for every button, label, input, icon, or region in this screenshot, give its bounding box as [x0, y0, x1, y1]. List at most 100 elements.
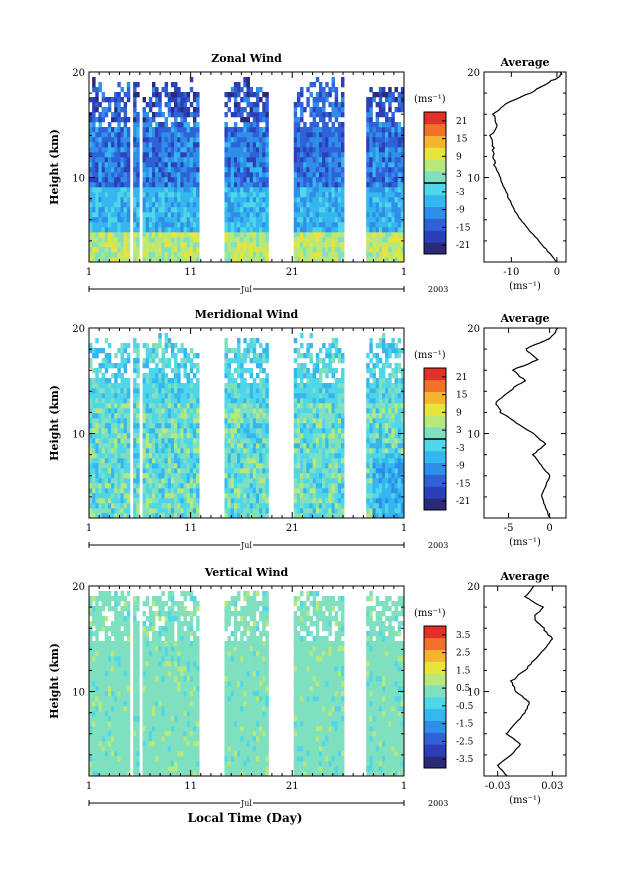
heatmap-cell — [233, 177, 238, 183]
heatmap-cell — [293, 242, 298, 248]
heatmap-cell — [265, 212, 269, 218]
heatmap-cell — [167, 458, 172, 464]
heatmap-cell — [262, 408, 266, 414]
heatmap-cell — [136, 363, 140, 369]
heatmap-cell — [252, 117, 257, 123]
heatmap-cell — [148, 508, 153, 514]
heatmap-cell — [224, 252, 228, 258]
heatmap-cell — [385, 147, 389, 153]
heatmap-cell — [255, 513, 260, 519]
heatmap-cell — [164, 182, 169, 188]
heatmap-cell — [104, 468, 109, 474]
heatmap-cell — [180, 167, 184, 173]
heatmap-cell — [296, 443, 301, 449]
heatmap-cell — [227, 97, 232, 103]
heatmap-cell — [318, 493, 323, 499]
heatmap-cell — [394, 508, 398, 514]
heatmap-cell — [246, 257, 250, 263]
heatmap-cell — [170, 257, 175, 263]
heatmap-cell — [237, 257, 241, 263]
heatmap-cell — [92, 483, 96, 489]
heatmap-cell — [243, 167, 247, 173]
heatmap-cell — [183, 453, 187, 459]
heatmap-cell — [104, 418, 109, 424]
heatmap-cell — [300, 237, 304, 243]
heatmap-cell — [309, 443, 313, 449]
heatmap-cell — [180, 393, 184, 399]
heatmap-cell — [375, 483, 380, 489]
heatmap-cell — [262, 413, 266, 419]
heatmap-cell — [123, 92, 128, 98]
heatmap-cell — [325, 393, 329, 399]
heatmap-cell — [120, 167, 124, 173]
heatmap-cell — [123, 488, 128, 494]
heatmap-cell — [249, 438, 254, 444]
heatmap-cell — [334, 187, 339, 193]
heatmap-cell — [303, 202, 307, 208]
heatmap-cell — [107, 383, 112, 389]
heatmap-cell — [98, 87, 102, 93]
heatmap-cell — [224, 202, 228, 208]
heatmap-cell — [397, 493, 402, 499]
heatmap-cell — [366, 177, 370, 183]
heatmap-cell — [394, 162, 398, 168]
heatmap-cell — [249, 418, 254, 424]
heatmap-cell — [227, 162, 232, 168]
heatmap-cell — [240, 207, 244, 213]
heatmap-cell — [158, 217, 162, 223]
heatmap-cell — [89, 508, 93, 514]
heatmap-cell — [246, 493, 250, 499]
heatmap-cell — [120, 423, 124, 429]
heatmap-cell — [92, 212, 96, 218]
heatmap-cell — [255, 363, 260, 369]
heatmap-cell — [300, 413, 304, 419]
heatmap-cell — [255, 182, 260, 188]
heatmap-cell — [183, 353, 187, 359]
heatmap-cell — [265, 498, 269, 504]
heatmap-cell — [120, 142, 124, 148]
heatmap-cell — [312, 227, 317, 233]
heatmap-cell — [341, 403, 345, 409]
heatmap-cell — [300, 353, 304, 359]
heatmap-cell — [177, 413, 181, 419]
heatmap-cell — [391, 388, 395, 394]
heatmap-cell — [114, 408, 118, 414]
heatmap-cell — [123, 162, 128, 168]
heatmap-cell — [259, 343, 263, 349]
heatmap-cell — [170, 348, 175, 354]
heatmap-cell — [391, 473, 395, 479]
heatmap-cell — [312, 493, 317, 499]
heatmap-cell — [325, 252, 329, 258]
heatmap-cell — [318, 182, 323, 188]
heatmap-cell — [246, 448, 250, 454]
heatmap-cell — [92, 182, 96, 188]
heatmap-cell — [164, 232, 169, 238]
heatmap-cell — [378, 127, 383, 133]
heatmap-cell — [111, 493, 115, 499]
heatmap-cell — [378, 383, 383, 389]
heatmap-cell — [126, 197, 131, 203]
heatmap-cell — [400, 227, 405, 233]
heatmap-cell — [177, 137, 181, 143]
heatmap-cell — [104, 368, 109, 374]
heatmap-cell — [372, 503, 376, 509]
heatmap-cell — [391, 187, 395, 193]
heatmap-cell — [145, 117, 150, 123]
heatmap-cell — [167, 498, 172, 504]
heatmap-cell — [237, 187, 241, 193]
heatmap-cell — [246, 102, 250, 108]
heatmap-cell — [133, 338, 137, 344]
heatmap-cell — [300, 242, 304, 248]
heatmap-cell — [296, 177, 301, 183]
heatmap-cell — [89, 463, 93, 469]
heatmap-cell — [381, 87, 386, 93]
heatmap-cell — [237, 102, 241, 108]
heatmap-cell — [227, 232, 232, 238]
heatmap-cell — [177, 373, 181, 379]
heatmap-cell — [117, 363, 121, 369]
heatmap-cell — [325, 232, 329, 238]
heatmap-cell — [397, 242, 402, 248]
heatmap-cell — [123, 458, 128, 464]
heatmap-cell — [133, 503, 137, 509]
heatmap-cell — [394, 132, 398, 138]
